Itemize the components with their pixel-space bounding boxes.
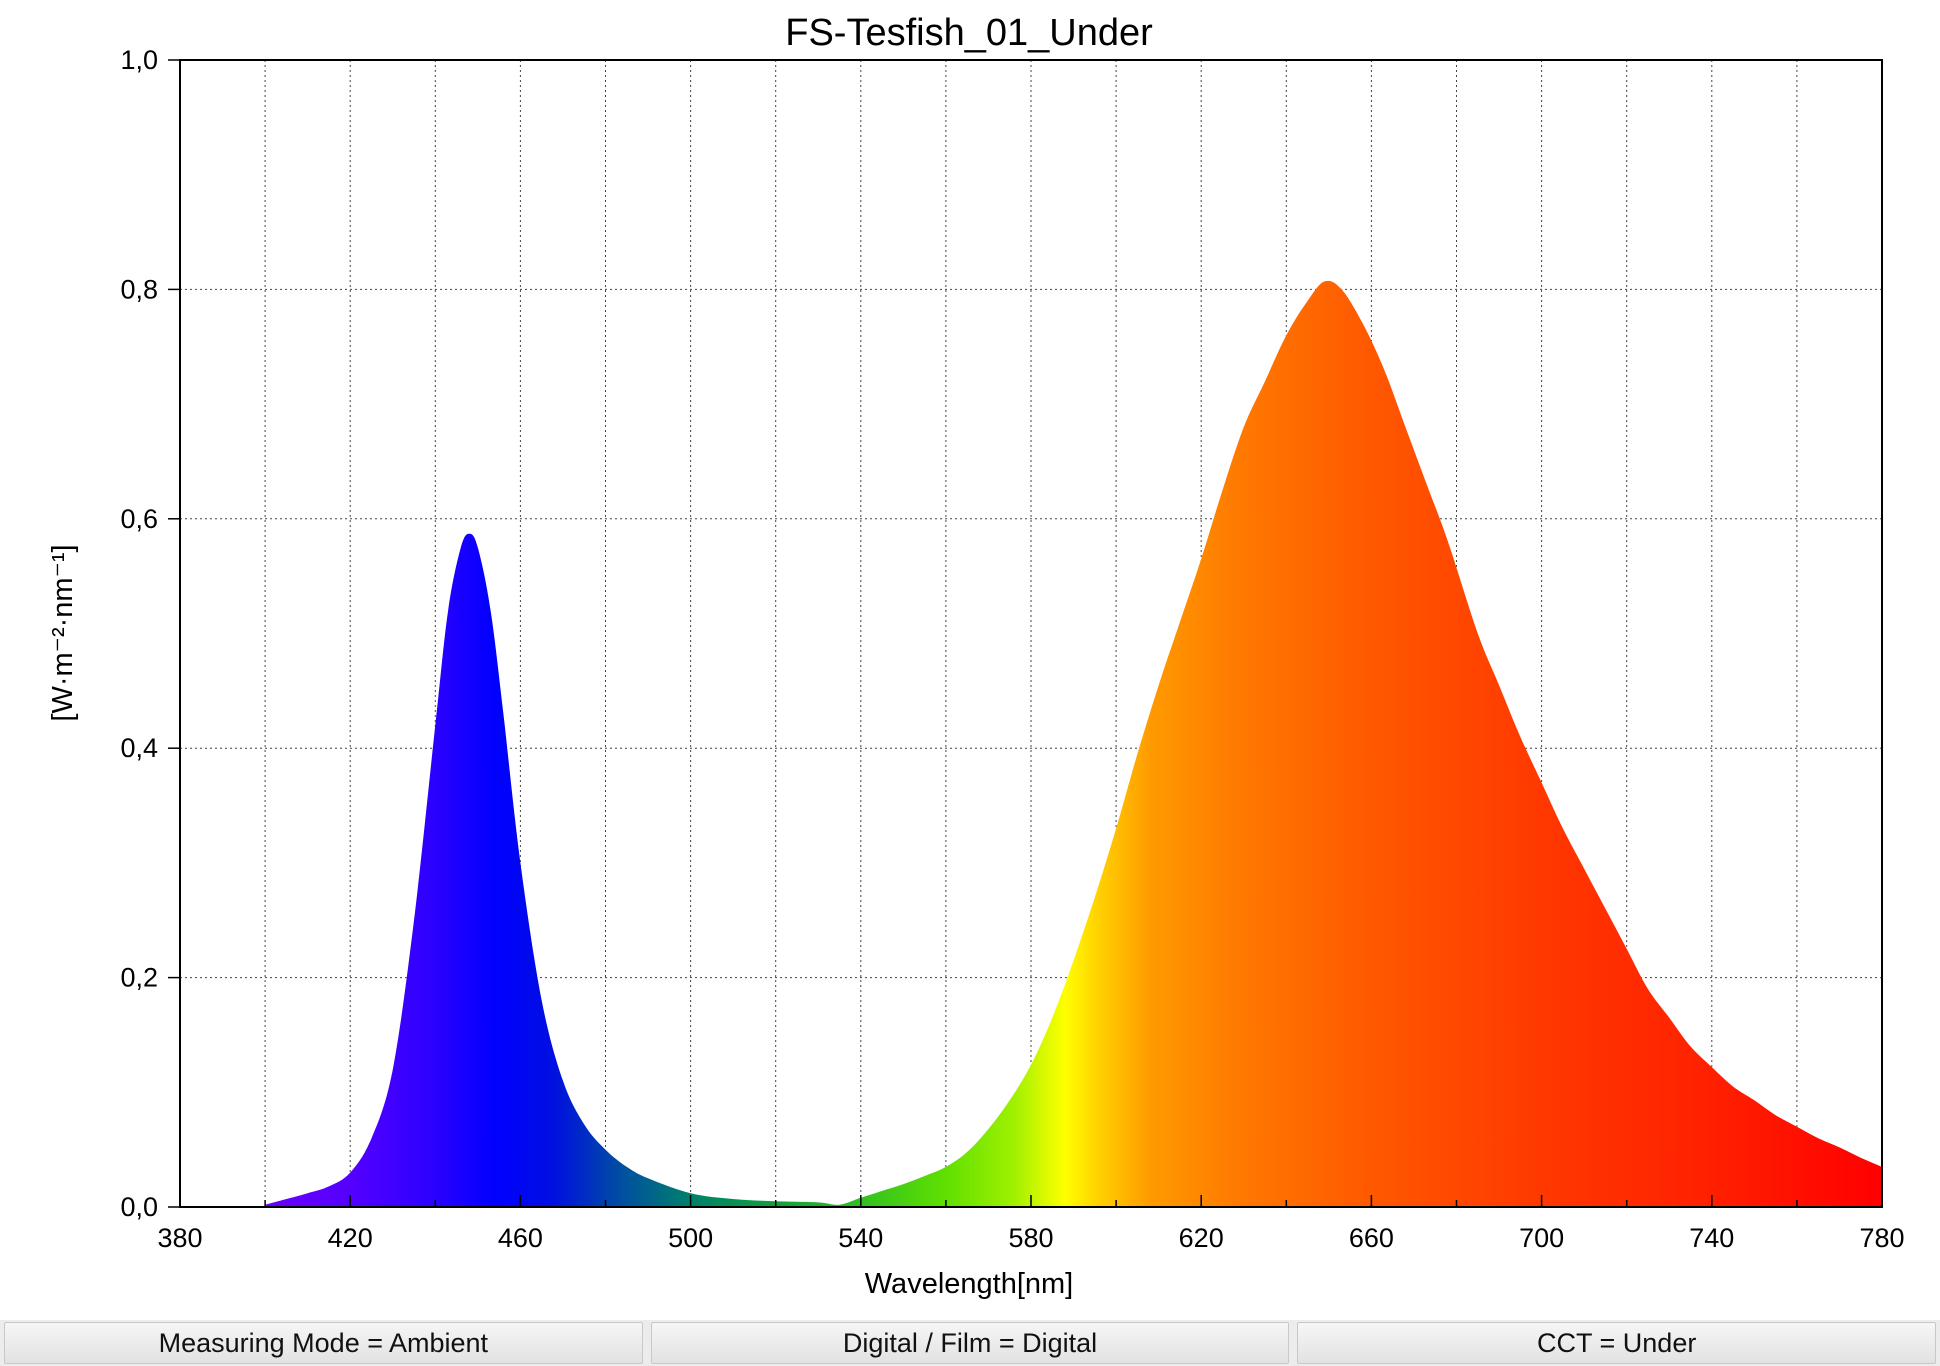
y-tick-label: 0,4 [120,733,158,763]
y-tick-label: 0,6 [120,504,158,534]
chart-title: FS-Tesfish_01_Under [785,12,1153,54]
y-tick-label: 0,8 [120,274,158,304]
y-axis-ticks: 0,0 0,2 0,4 0,6 0,8 1,0 [120,45,180,1222]
digital-film-status: Digital / Film = Digital [650,1322,1290,1364]
x-axis-ticks: 380 420 460 500 540 580 620 660 700 740 780 [157,1195,1905,1253]
y-axis-label: [W·m⁻²·nm⁻¹] [47,544,79,721]
x-tick-label: 700 [1519,1223,1564,1253]
x-tick-label: 460 [498,1223,543,1253]
x-tick-label: 540 [838,1223,883,1253]
x-tick-label: 500 [668,1223,713,1253]
status-bar: Measuring Mode = Ambient Digital / Film … [0,1320,1940,1366]
x-tick-label: 740 [1689,1223,1734,1253]
x-tick-label: 580 [1008,1223,1053,1253]
cct-status: CCT = Under [1297,1322,1937,1364]
y-tick-label: 1,0 [120,45,158,75]
x-tick-label: 420 [328,1223,373,1253]
x-tick-label: 780 [1859,1223,1904,1253]
spectrum-area [265,280,1883,1208]
spectrum-chart: FS-Tesfish_01_Under 380 420 460 500 540 580 62… [47,12,1905,1300]
y-tick-label: 0,0 [120,1192,158,1222]
x-tick-label: 380 [157,1223,202,1253]
x-tick-label: 620 [1179,1223,1224,1253]
x-tick-label: 660 [1349,1223,1394,1253]
x-axis-label: Wavelength[nm] [865,1268,1073,1300]
measuring-mode-status: Measuring Mode = Ambient [4,1322,643,1364]
y-tick-label: 0,2 [120,963,158,993]
